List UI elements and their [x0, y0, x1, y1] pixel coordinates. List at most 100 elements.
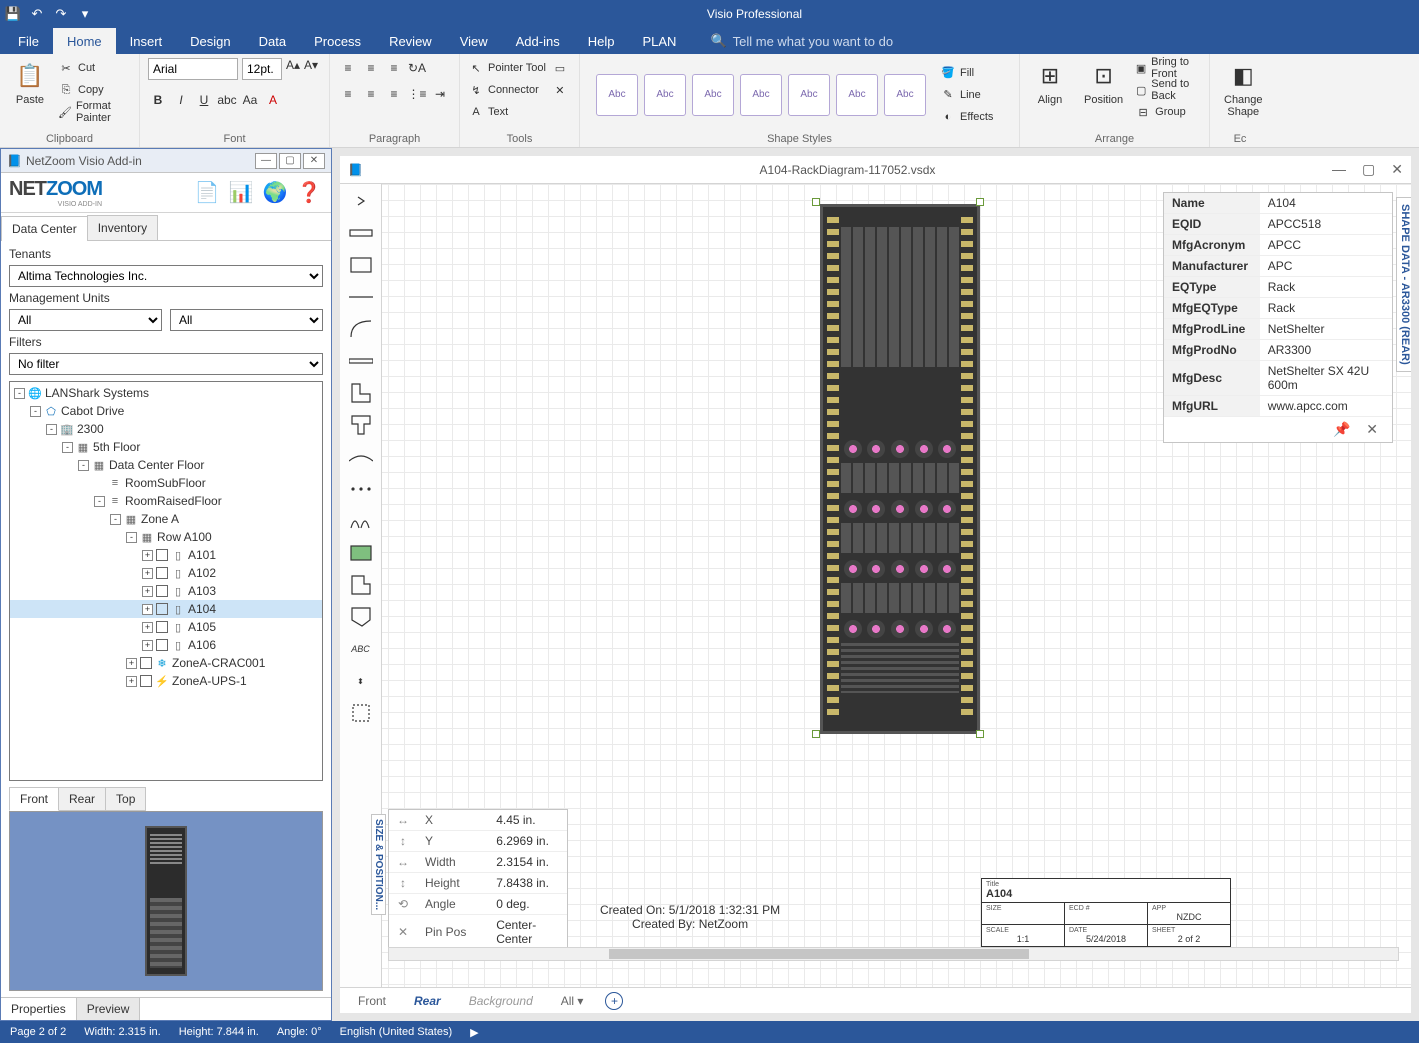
copy-button[interactable]: ⎘Copy [58, 80, 131, 100]
expand-shapes-icon[interactable] [347, 190, 375, 212]
strike-button[interactable]: abc [217, 90, 237, 110]
tab-file[interactable]: File [4, 28, 53, 54]
tree-node[interactable]: +▯A103 [10, 582, 322, 600]
mgmt-select-2[interactable]: All [170, 309, 323, 331]
group-button[interactable]: ⊟Group [1135, 102, 1201, 122]
redo-icon[interactable]: ↷ [52, 5, 70, 23]
tree-node[interactable]: -🌐LANShark Systems [10, 384, 322, 402]
shape-text-icon[interactable]: ABC [347, 638, 375, 660]
tab-design[interactable]: Design [176, 28, 244, 54]
tab-help[interactable]: Help [574, 28, 629, 54]
tree-node[interactable]: ≡RoomSubFloor [10, 474, 322, 492]
tree-node[interactable]: +▯A101 [10, 546, 322, 564]
canvas[interactable]: ABC ⬍ [340, 184, 1411, 987]
tree-node[interactable]: -▦Row A100 [10, 528, 322, 546]
style-6[interactable]: Abc [836, 74, 878, 116]
tree-node[interactable]: -≡RoomRaisedFloor [10, 492, 322, 510]
align-button[interactable]: ⊞Align [1028, 58, 1072, 108]
style-3[interactable]: Abc [692, 74, 734, 116]
tree-node[interactable]: -🏢2300 [10, 420, 322, 438]
tenant-select[interactable]: Altima Technologies Inc. [9, 265, 323, 287]
tree-node[interactable]: +❄ZoneA-CRAC001 [10, 654, 322, 672]
preview-tab-front[interactable]: Front [9, 787, 59, 811]
effects-button[interactable]: ◐Effects [940, 107, 993, 127]
indent-button[interactable]: ⇥ [430, 84, 450, 104]
shape-rect-icon[interactable] [347, 254, 375, 276]
style-5[interactable]: Abc [788, 74, 830, 116]
shape-l-icon[interactable] [347, 382, 375, 404]
tab-home[interactable]: Home [53, 28, 116, 54]
visio-icon[interactable]: 📊 [227, 179, 255, 207]
shape-wave-icon[interactable] [347, 510, 375, 532]
style-1[interactable]: Abc [596, 74, 638, 116]
shape-corner2-icon[interactable] [347, 574, 375, 596]
style-7[interactable]: Abc [884, 74, 926, 116]
text-tool-button[interactable]: AText [468, 102, 546, 122]
fill-button[interactable]: 🪣Fill [940, 63, 993, 83]
shape-style-gallery[interactable]: Abc Abc Abc Abc Abc Abc Abc [588, 70, 934, 120]
shape-dots-icon[interactable] [347, 478, 375, 500]
import-icon[interactable]: 📄 [193, 179, 221, 207]
size-pos-title[interactable]: SIZE & POSITION... [371, 814, 386, 915]
bold-button[interactable]: B [148, 90, 168, 110]
change-shape-button[interactable]: ◧Change Shape [1218, 58, 1269, 120]
selection-handle[interactable] [812, 730, 820, 738]
style-2[interactable]: Abc [644, 74, 686, 116]
format-painter-button[interactable]: 🖌Format Painter [58, 102, 131, 122]
font-color-button[interactable]: A [263, 90, 283, 110]
freeform-tool-button[interactable]: ✕ [552, 80, 568, 100]
tab-preview[interactable]: Preview [77, 998, 141, 1020]
tree-node[interactable]: +▯A106 [10, 636, 322, 654]
style-4[interactable]: Abc [740, 74, 782, 116]
font-size-input[interactable] [242, 58, 282, 80]
font-name-input[interactable] [148, 58, 238, 80]
tab-review[interactable]: Review [375, 28, 446, 54]
tab-process[interactable]: Process [300, 28, 375, 54]
align-middle-button[interactable]: ≡ [361, 58, 381, 78]
page-tab-all[interactable]: All ▾ [555, 992, 590, 1010]
panel-pin-controls[interactable]: 📌 ✕ [1164, 417, 1392, 442]
send-back-button[interactable]: ▢Send to Back [1135, 80, 1201, 100]
preview-tab-top[interactable]: Top [105, 787, 146, 811]
shape-line-icon[interactable] [347, 286, 375, 308]
tree-node[interactable]: -▦Zone A [10, 510, 322, 528]
tab-addins[interactable]: Add-ins [502, 28, 574, 54]
align-right-button[interactable]: ≡ [384, 84, 404, 104]
align-center-button[interactable]: ≡ [361, 84, 381, 104]
position-button[interactable]: ⊡Position [1078, 58, 1129, 108]
scroll-thumb[interactable] [609, 949, 1029, 959]
line-button[interactable]: ✎Line [940, 85, 993, 105]
shape-select-icon[interactable] [347, 702, 375, 724]
status-macro-icon[interactable]: ▶ [470, 1026, 478, 1039]
page-tab-rear[interactable]: Rear [408, 992, 447, 1010]
shrink-font-icon[interactable]: A▾ [304, 58, 318, 80]
bring-front-button[interactable]: ▣Bring to Front [1135, 58, 1201, 78]
align-bottom-button[interactable]: ≡ [384, 58, 404, 78]
tab-plan[interactable]: PLAN [628, 28, 690, 54]
tab-datacenter[interactable]: Data Center [1, 216, 88, 241]
filter-select[interactable]: No filter [9, 353, 323, 375]
doc-minimize-button[interactable]: — [1332, 161, 1346, 178]
shape-t-icon[interactable] [347, 414, 375, 436]
shape-hatch-icon[interactable] [347, 542, 375, 564]
align-top-button[interactable]: ≡ [338, 58, 358, 78]
shape-ruler-icon[interactable] [347, 222, 375, 244]
align-left-button[interactable]: ≡ [338, 84, 358, 104]
globe-icon[interactable]: 🌍 [261, 179, 289, 207]
tab-properties[interactable]: Properties [1, 998, 77, 1020]
minimize-button[interactable]: — [255, 153, 277, 169]
underline-button[interactable]: U [194, 90, 214, 110]
tab-insert[interactable]: Insert [116, 28, 177, 54]
paste-button[interactable]: 📋 Paste [8, 58, 52, 108]
shape-cut-icon[interactable] [347, 606, 375, 628]
pointer-tool-button[interactable]: ↖Pointer Tool [468, 58, 546, 78]
save-icon[interactable]: 💾 [4, 5, 22, 23]
close-button[interactable]: ✕ [303, 153, 325, 169]
tree-node[interactable]: +⚡ZoneA-UPS-1 [10, 672, 322, 690]
connector-tool-button[interactable]: ↯Connector [468, 80, 546, 100]
case-button[interactable]: Aa [240, 90, 260, 110]
shape-data-title[interactable]: SHAPE DATA - AR3300 (REAR) [1396, 197, 1411, 372]
orientation-button[interactable]: ↻A [407, 58, 427, 78]
page-tab-background[interactable]: Background [463, 992, 539, 1010]
shape-scale-icon[interactable]: ⬍ [347, 670, 375, 692]
